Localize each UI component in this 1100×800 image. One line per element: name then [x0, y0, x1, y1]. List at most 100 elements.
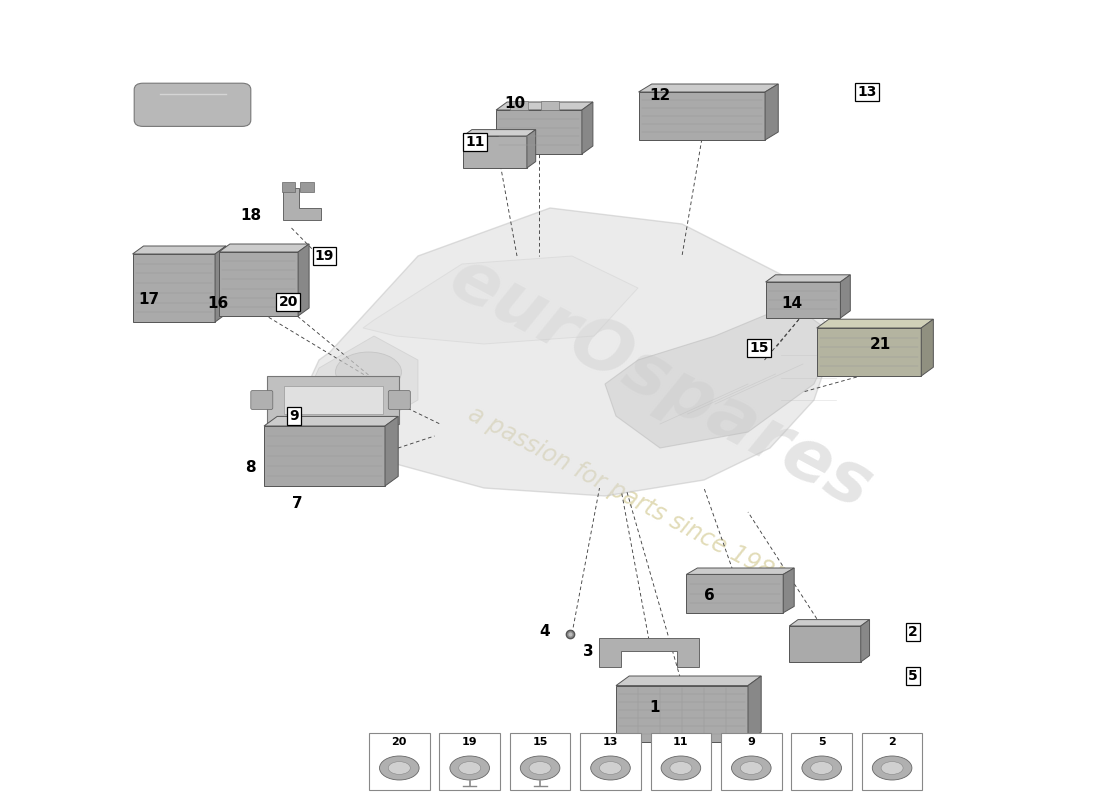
Text: 6: 6 [704, 589, 715, 603]
Polygon shape [766, 84, 779, 140]
Polygon shape [463, 130, 536, 136]
Polygon shape [790, 619, 869, 626]
FancyBboxPatch shape [792, 733, 852, 790]
Text: a passion for parts since 1985: a passion for parts since 1985 [464, 402, 790, 590]
Text: 11: 11 [673, 737, 689, 747]
Polygon shape [840, 275, 850, 318]
Text: 10: 10 [504, 97, 526, 111]
FancyBboxPatch shape [134, 83, 251, 126]
Ellipse shape [591, 756, 630, 780]
FancyBboxPatch shape [510, 101, 528, 110]
Text: 18: 18 [240, 209, 262, 223]
Polygon shape [616, 676, 761, 686]
Polygon shape [790, 626, 860, 662]
Polygon shape [264, 426, 385, 486]
Text: 11: 11 [465, 134, 485, 149]
Text: 20: 20 [278, 294, 298, 309]
Ellipse shape [661, 756, 701, 780]
Ellipse shape [388, 762, 410, 774]
Ellipse shape [732, 756, 771, 780]
Ellipse shape [811, 762, 833, 774]
Ellipse shape [520, 756, 560, 780]
Ellipse shape [529, 762, 551, 774]
Polygon shape [605, 304, 836, 448]
Polygon shape [219, 244, 309, 252]
FancyBboxPatch shape [388, 390, 410, 410]
Text: 21: 21 [869, 337, 891, 351]
Ellipse shape [600, 762, 621, 774]
Polygon shape [816, 319, 933, 328]
Text: 5: 5 [818, 737, 825, 747]
Text: 9: 9 [747, 737, 756, 747]
Polygon shape [582, 102, 593, 154]
Polygon shape [496, 110, 582, 154]
Polygon shape [463, 136, 527, 168]
Polygon shape [816, 328, 922, 376]
Polygon shape [219, 252, 298, 316]
Polygon shape [264, 416, 398, 426]
FancyBboxPatch shape [267, 376, 399, 424]
Ellipse shape [740, 762, 762, 774]
Text: 20: 20 [392, 737, 407, 747]
FancyBboxPatch shape [509, 733, 570, 790]
Text: 14: 14 [781, 297, 803, 311]
Ellipse shape [802, 756, 842, 780]
FancyBboxPatch shape [439, 733, 499, 790]
Text: 2: 2 [888, 737, 896, 747]
Polygon shape [638, 84, 779, 92]
Text: 16: 16 [207, 297, 229, 311]
Text: 19: 19 [462, 737, 477, 747]
FancyBboxPatch shape [722, 733, 782, 790]
Polygon shape [922, 319, 933, 376]
Polygon shape [686, 574, 783, 613]
Text: 13: 13 [603, 737, 618, 747]
Polygon shape [748, 676, 761, 742]
Text: 8: 8 [245, 461, 256, 475]
FancyBboxPatch shape [368, 733, 429, 790]
Polygon shape [132, 246, 227, 254]
Text: 7: 7 [292, 497, 302, 511]
Polygon shape [600, 638, 698, 667]
Polygon shape [363, 256, 638, 344]
Polygon shape [527, 130, 536, 168]
FancyBboxPatch shape [651, 733, 712, 790]
Polygon shape [766, 275, 850, 282]
Polygon shape [298, 244, 309, 316]
Ellipse shape [670, 762, 692, 774]
Text: 3: 3 [583, 645, 594, 659]
Ellipse shape [872, 756, 912, 780]
FancyBboxPatch shape [862, 733, 923, 790]
FancyBboxPatch shape [284, 386, 383, 414]
FancyBboxPatch shape [300, 182, 313, 192]
Polygon shape [308, 336, 418, 432]
Ellipse shape [336, 352, 402, 392]
Text: 15: 15 [749, 341, 769, 355]
Polygon shape [686, 568, 794, 574]
Ellipse shape [881, 762, 903, 774]
Text: 17: 17 [138, 293, 160, 307]
Polygon shape [308, 208, 836, 496]
Text: 4: 4 [539, 625, 550, 639]
Polygon shape [216, 246, 227, 322]
Text: 1: 1 [649, 701, 660, 715]
Text: 5: 5 [909, 669, 917, 683]
Polygon shape [496, 102, 593, 110]
FancyBboxPatch shape [251, 390, 273, 410]
Polygon shape [616, 686, 748, 742]
Text: 9: 9 [289, 409, 298, 423]
Text: 19: 19 [315, 249, 334, 263]
Ellipse shape [459, 762, 481, 774]
Text: eurOspares: eurOspares [437, 243, 883, 525]
Text: 2: 2 [909, 625, 917, 639]
Text: 15: 15 [532, 737, 548, 747]
FancyBboxPatch shape [282, 182, 295, 192]
FancyBboxPatch shape [581, 733, 641, 790]
Polygon shape [283, 188, 321, 220]
Ellipse shape [379, 756, 419, 780]
FancyBboxPatch shape [541, 101, 559, 110]
Polygon shape [638, 92, 766, 140]
Text: 12: 12 [649, 89, 671, 103]
Polygon shape [132, 254, 216, 322]
Polygon shape [783, 568, 794, 613]
Polygon shape [385, 416, 398, 486]
